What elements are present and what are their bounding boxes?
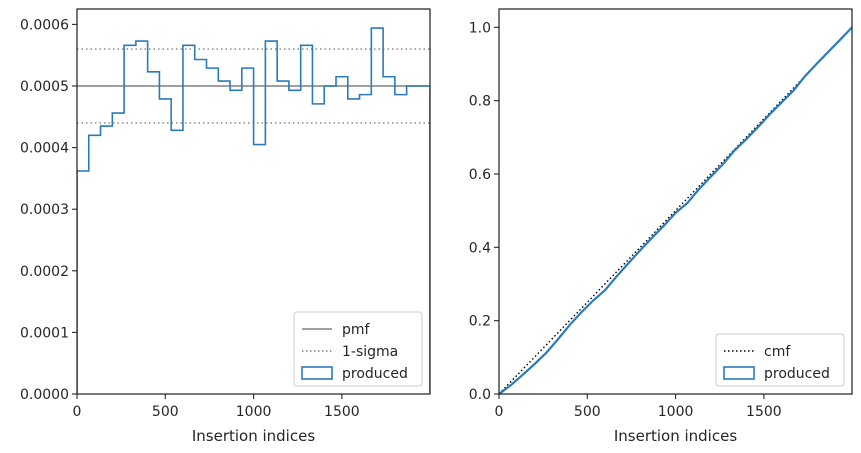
left-y-tick-label: 0.0001 (20, 325, 69, 341)
legend-label-1-sigma: 1-sigma (342, 344, 398, 360)
left-x-ticks: 0 500 1000 1500 (73, 394, 360, 420)
left-x-axis-label: Insertion indices (192, 427, 315, 445)
right-y-tick-label: 0.4 (469, 240, 491, 256)
legend-label-produced: produced (342, 366, 408, 382)
right-legend-box (715, 333, 845, 387)
left-y-tick-label: 0.0004 (20, 141, 69, 157)
legend-label-cmf: cmf (764, 344, 791, 360)
left-plot-area (77, 27, 430, 394)
right-y-tick-label: 0.0 (469, 387, 491, 403)
right-y-tick-label: 0.2 (469, 314, 491, 330)
left-x-tick-label: 500 (152, 404, 179, 420)
left-legend: pmf 1-sigma produced (293, 311, 423, 387)
right-x-axis-label: Insertion indices (614, 427, 737, 445)
left-y-tick-label: 0.0006 (20, 17, 69, 33)
left-y-tick-label: 0.0000 (20, 387, 69, 403)
legend-swatch (723, 366, 755, 380)
legend-label-produced: produced (764, 366, 830, 382)
right-plot-area (499, 26, 852, 394)
right-x-tick-label: 1500 (746, 404, 782, 420)
cmf-line (499, 26, 852, 394)
produced-histogram (77, 27, 430, 394)
right-y-tick-label: 1.0 (469, 20, 491, 36)
left-y-tick-label: 0.0003 (20, 202, 69, 218)
left-x-tick-label: 1500 (324, 404, 360, 420)
left-x-tick-label: 0 (73, 404, 82, 420)
left-axes-frame (76, 8, 431, 395)
right-y-tick-label: 0.8 (469, 94, 491, 110)
produced-cdf (499, 26, 852, 394)
right-y-ticks: 0.0 0.2 0.4 0.6 0.8 1.0 (469, 20, 499, 403)
right-panel: 0.0 0.2 0.4 0.6 0.8 1.0 0 500 1000 1500 Insertio… (469, 8, 853, 445)
right-y-tick-label: 0.6 (469, 167, 491, 183)
legend-swatch (301, 366, 333, 380)
left-y-tick-label: 0.0005 (20, 79, 69, 95)
left-y-ticks: 0.0000 0.0001 0.0002 0.0003 0.0004 0.0005 0.00… (20, 17, 77, 403)
right-legend: cmf produced (715, 333, 845, 387)
right-x-tick-label: 500 (574, 404, 601, 420)
left-x-tick-label: 1000 (236, 404, 272, 420)
right-x-ticks: 0 500 1000 1500 (495, 394, 782, 420)
legend-label-pmf: pmf (342, 322, 371, 338)
left-panel: 0.0000 0.0001 0.0002 0.0003 0.0004 0.0005 0.00… (20, 8, 431, 445)
right-axes-frame (498, 8, 853, 395)
right-x-tick-label: 0 (495, 404, 504, 420)
right-x-tick-label: 1000 (658, 404, 694, 420)
left-y-tick-label: 0.0002 (20, 264, 69, 280)
